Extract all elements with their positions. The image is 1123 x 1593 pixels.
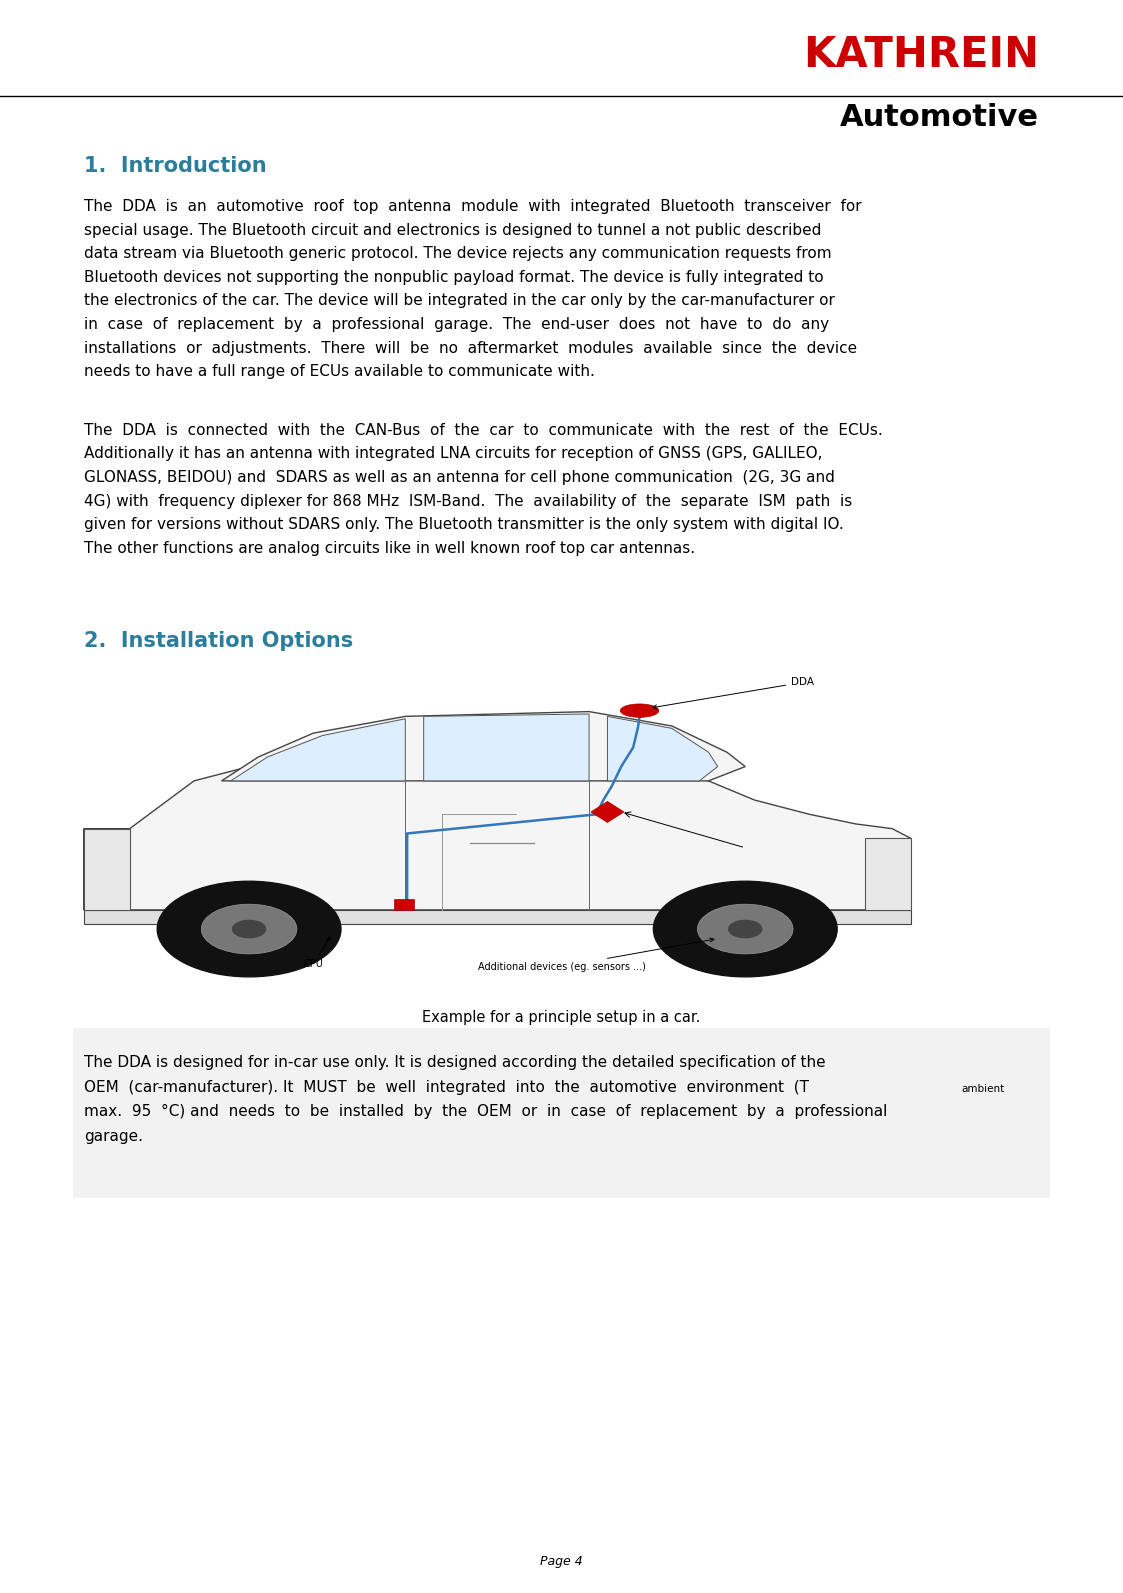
Text: The  DDA  is  connected  with  the  CAN-Bus  of  the  car  to  communicate  with: The DDA is connected with the CAN-Bus of… [84, 422, 883, 438]
Bar [84, 828, 129, 910]
Circle shape [654, 881, 837, 977]
Text: The  DDA  is  an  automotive  roof  top  antenna  module  with  integrated  Blue: The DDA is an automotive roof top antenn… [84, 199, 861, 213]
Text: Bluetooth devices not supporting the nonpublic payload format. The device is ful: Bluetooth devices not supporting the non… [84, 269, 824, 285]
Bar [865, 838, 911, 910]
Circle shape [729, 921, 761, 938]
Text: CPU: CPU [303, 937, 330, 969]
Text: the electronics of the car. The device will be integrated in the car only by the: the electronics of the car. The device w… [84, 293, 836, 309]
Text: ambient: ambient [961, 1085, 1005, 1094]
Text: The other functions are analog circuits like in well known roof top car antennas: The other functions are analog circuits … [84, 540, 695, 556]
Text: data stream via Bluetooth generic protocol. The device rejects any communication: data stream via Bluetooth generic protoc… [84, 247, 832, 261]
Polygon shape [608, 717, 718, 781]
Polygon shape [591, 801, 624, 822]
Text: Page 4: Page 4 [540, 1555, 583, 1568]
Bar [394, 900, 414, 910]
Text: 1.  Introduction: 1. Introduction [84, 156, 267, 177]
Circle shape [157, 881, 341, 977]
Text: The DDA is designed for in-car use only. It is designed according the detailed s: The DDA is designed for in-car use only.… [84, 1055, 825, 1070]
Text: Automotive: Automotive [840, 102, 1039, 132]
Polygon shape [221, 712, 746, 781]
Circle shape [232, 921, 266, 938]
Text: 4G) with  frequency diplexer for 868 MHz  ISM-Band.  The  availability of  the  : 4G) with frequency diplexer for 868 MHz … [84, 494, 852, 508]
Text: GLONASS, BEIDOU) and  SDARS as well as an antenna for cell phone communication  : GLONASS, BEIDOU) and SDARS as well as an… [84, 470, 836, 484]
Text: Additionally it has an antenna with integrated LNA circuits for reception of GNS: Additionally it has an antenna with inte… [84, 446, 823, 462]
Text: 2.  Installation Options: 2. Installation Options [84, 631, 354, 652]
Text: Example for a principle setup in a car.: Example for a principle setup in a car. [422, 1010, 701, 1026]
Polygon shape [230, 718, 405, 781]
Text: Additional devices (eg. sensors ...): Additional devices (eg. sensors ...) [477, 938, 714, 972]
Circle shape [201, 905, 296, 954]
FancyBboxPatch shape [73, 1027, 1050, 1198]
Text: in  case  of  replacement  by  a  professional  garage.  The  end-user  does  no: in case of replacement by a professional… [84, 317, 830, 331]
Text: special usage. The Bluetooth circuit and electronics is designed to tunnel a not: special usage. The Bluetooth circuit and… [84, 223, 822, 237]
Text: KATHREIN: KATHREIN [803, 33, 1039, 76]
Text: given for versions without SDARS only. The Bluetooth transmitter is the only sys: given for versions without SDARS only. T… [84, 518, 844, 532]
Polygon shape [423, 714, 590, 781]
Text: OEM  (car-manufacturer). It  MUST  be  well  integrated  into  the  automotive  : OEM (car-manufacturer). It MUST be well … [84, 1080, 810, 1094]
Text: garage.: garage. [84, 1129, 144, 1144]
Text: max.  95  °C) and  needs  to  be  installed  by  the  OEM  or  in  case  of  rep: max. 95 °C) and needs to be installed by… [84, 1104, 887, 1120]
Ellipse shape [620, 704, 659, 717]
Text: needs to have a full range of ECUs available to communicate with.: needs to have a full range of ECUs avail… [84, 365, 595, 379]
Circle shape [697, 905, 793, 954]
Bar [84, 910, 911, 924]
Polygon shape [84, 750, 911, 910]
Text: DDA: DDA [652, 677, 814, 709]
Text: installations  or  adjustments.  There  will  be  no  aftermarket  modules  avai: installations or adjustments. There will… [84, 341, 857, 355]
